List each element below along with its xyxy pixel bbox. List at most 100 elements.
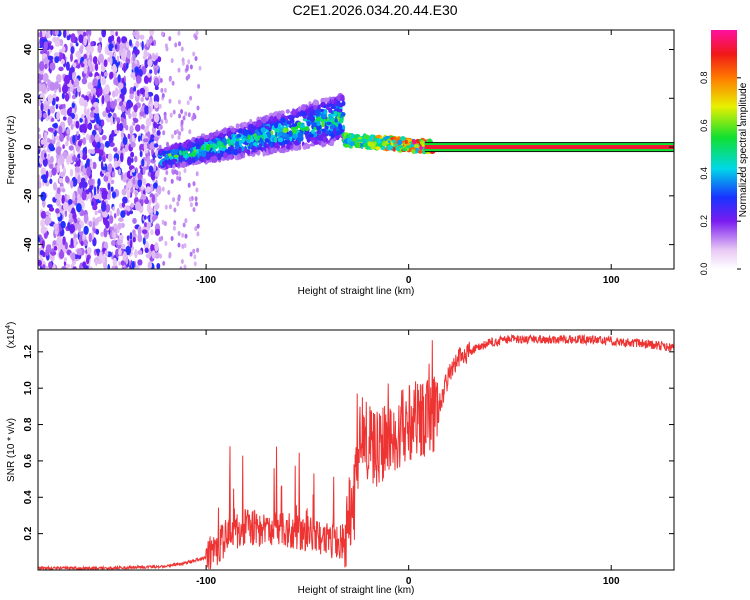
noise-cell [51,117,55,122]
noise-cell [192,181,196,187]
noise-cell [116,55,120,63]
noise-cell [56,236,62,245]
noise-cell [107,163,113,174]
noise-cell [71,199,77,204]
noise-cell [165,46,169,52]
noise-cell [82,31,87,37]
noise-cell [180,119,184,125]
noise-cell [144,247,149,254]
noise-cell [79,149,83,159]
signal-cell [229,139,234,145]
noise-cell [98,37,103,42]
noise-cell [75,120,80,129]
noise-cell [101,134,107,141]
noise-cell [69,42,73,48]
noise-cell [88,46,95,53]
noise-cell [104,45,109,55]
noise-cell [43,177,48,184]
noise-cell [172,225,176,231]
spectrogram-xtick-label: -100 [196,275,216,286]
noise-cell [84,117,88,127]
noise-cell [153,39,157,47]
noise-cell [107,264,111,269]
noise-cell [58,125,63,136]
noise-cell [147,261,152,269]
noise-cell [122,147,125,156]
noise-cell [138,69,143,78]
noise-cell [77,223,82,233]
noise-cell [167,190,171,195]
signal-cell [340,112,346,117]
signal-cell [204,134,210,140]
noise-cell [56,111,61,121]
spectrogram-xtick-label: 100 [603,275,620,286]
noise-cell [133,86,137,92]
signal-cell [338,123,343,130]
noise-cell [109,142,115,147]
signal-cell [173,142,179,150]
noise-cell [102,110,107,118]
noise-cell [92,56,98,65]
noise-cell [140,185,144,190]
noise-cell [59,171,66,178]
noise-cell [145,117,152,127]
noise-cell [117,74,121,83]
signal-cell [358,139,364,143]
noise-cell [142,55,147,60]
snr-panel: -100 0 100 0.2 0.4 0.6 0.8 1.0 1.2 Height of str… [5,322,675,596]
noise-cell [98,149,104,157]
colorbar: 0.0 0.2 0.4 0.6 0.8 Normalized spectral ampl… [699,30,749,275]
signal-cell [251,145,257,153]
noise-cell [90,134,95,142]
signal-cell [334,134,341,140]
noise-cell [83,53,88,60]
noise-cell [118,217,124,222]
noise-cell [140,199,144,207]
signal-cell [349,141,355,147]
noise-cell [145,253,151,259]
noise-cell [83,225,89,235]
noise-cell [92,161,97,170]
signal-cell [249,131,253,135]
noise-cell [55,208,60,214]
noise-cell [85,249,88,254]
noise-cell [129,239,133,249]
colorbar-ticks: 0.0 0.2 0.4 0.6 0.8 [699,72,741,275]
noise-cell [111,191,117,199]
noise-cell [189,251,193,257]
noise-cell [143,126,149,133]
snr-ytick-label: 0.2 [23,526,34,540]
noise-cell [183,168,187,174]
signal-cell [344,144,350,148]
signal-cell [260,127,267,133]
signal-cell [297,110,303,117]
signal-cell [291,128,297,134]
noise-cell [180,109,184,114]
noise-cell [67,116,73,125]
noise-cell [157,185,162,195]
noise-cell [119,61,123,68]
signal-cell [301,104,306,111]
noise-cell [181,244,185,249]
signal-cell [262,150,266,157]
noise-cell [177,134,181,140]
noise-cell [171,80,175,86]
noise-cell [45,31,49,39]
noise-cell [66,155,70,165]
noise-cell [141,40,144,51]
noise-cell [87,82,94,90]
noise-cell [120,117,125,122]
noise-cell [62,236,66,246]
noise-cell [170,178,174,184]
noise-cell [54,30,59,36]
spectrogram-xtick-label: 0 [406,275,412,286]
signal-cell [235,149,239,154]
noise-cell [139,150,143,158]
noise-cell [128,39,133,47]
noise-cell [173,207,177,213]
noise-cell [48,163,54,169]
noise-cell [79,117,83,123]
noise-cell [178,131,182,137]
noise-cell [149,69,153,74]
noise-cell [108,189,111,196]
